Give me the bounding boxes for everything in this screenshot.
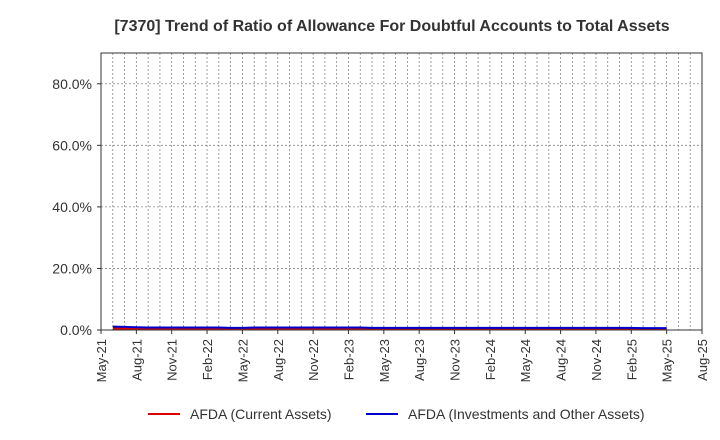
x-tick-label: May-23 bbox=[377, 339, 392, 382]
x-tick-label: Feb-22 bbox=[200, 339, 215, 380]
legend-label: AFDA (Current Assets) bbox=[190, 406, 332, 422]
x-tick-label: May-21 bbox=[94, 339, 109, 382]
y-tick-label: 20.0% bbox=[52, 260, 92, 276]
series-line-investments-other-assets bbox=[112, 325, 667, 330]
x-tick-label: Feb-25 bbox=[624, 339, 639, 380]
x-tick-label: Aug-24 bbox=[554, 339, 569, 381]
y-tick-label: 60.0% bbox=[52, 137, 92, 153]
x-tick-label: Aug-25 bbox=[695, 339, 710, 381]
x-tick-label: Aug-21 bbox=[129, 339, 144, 381]
x-tick-label: May-22 bbox=[235, 339, 250, 382]
x-tick-label: Nov-23 bbox=[448, 339, 463, 381]
x-tick-label: Feb-23 bbox=[341, 339, 356, 380]
x-tick-label: May-24 bbox=[518, 339, 533, 382]
legend-label: AFDA (Investments and Other Assets) bbox=[408, 406, 645, 422]
grid-lines bbox=[101, 53, 702, 330]
x-tick-label: May-25 bbox=[660, 339, 675, 382]
x-tick-label: Aug-23 bbox=[412, 339, 427, 381]
plot-frame bbox=[100, 52, 703, 331]
legend: AFDA (Current Assets) AFDA (Investments a… bbox=[148, 406, 645, 422]
x-axis: May-21 Aug-21 Nov-21 Feb-22 May-22 Aug-22 Nov-… bbox=[94, 330, 710, 382]
x-tick-label: Nov-22 bbox=[306, 339, 321, 381]
x-tick-label: Nov-24 bbox=[589, 339, 604, 381]
y-tick-label: 0.0% bbox=[60, 322, 92, 338]
x-tick-label: Nov-21 bbox=[165, 339, 180, 381]
chart-title: [7370] Trend of Ratio of Allowance For D… bbox=[114, 18, 669, 35]
series-lines bbox=[112, 325, 667, 331]
x-tick-label: Feb-24 bbox=[483, 339, 498, 380]
x-tick-label: Aug-22 bbox=[271, 339, 286, 381]
y-axis: 0.0% 20.0% 40.0% 60.0% 80.0% bbox=[52, 76, 101, 338]
y-tick-label: 80.0% bbox=[52, 76, 92, 92]
y-tick-label: 40.0% bbox=[52, 199, 92, 215]
